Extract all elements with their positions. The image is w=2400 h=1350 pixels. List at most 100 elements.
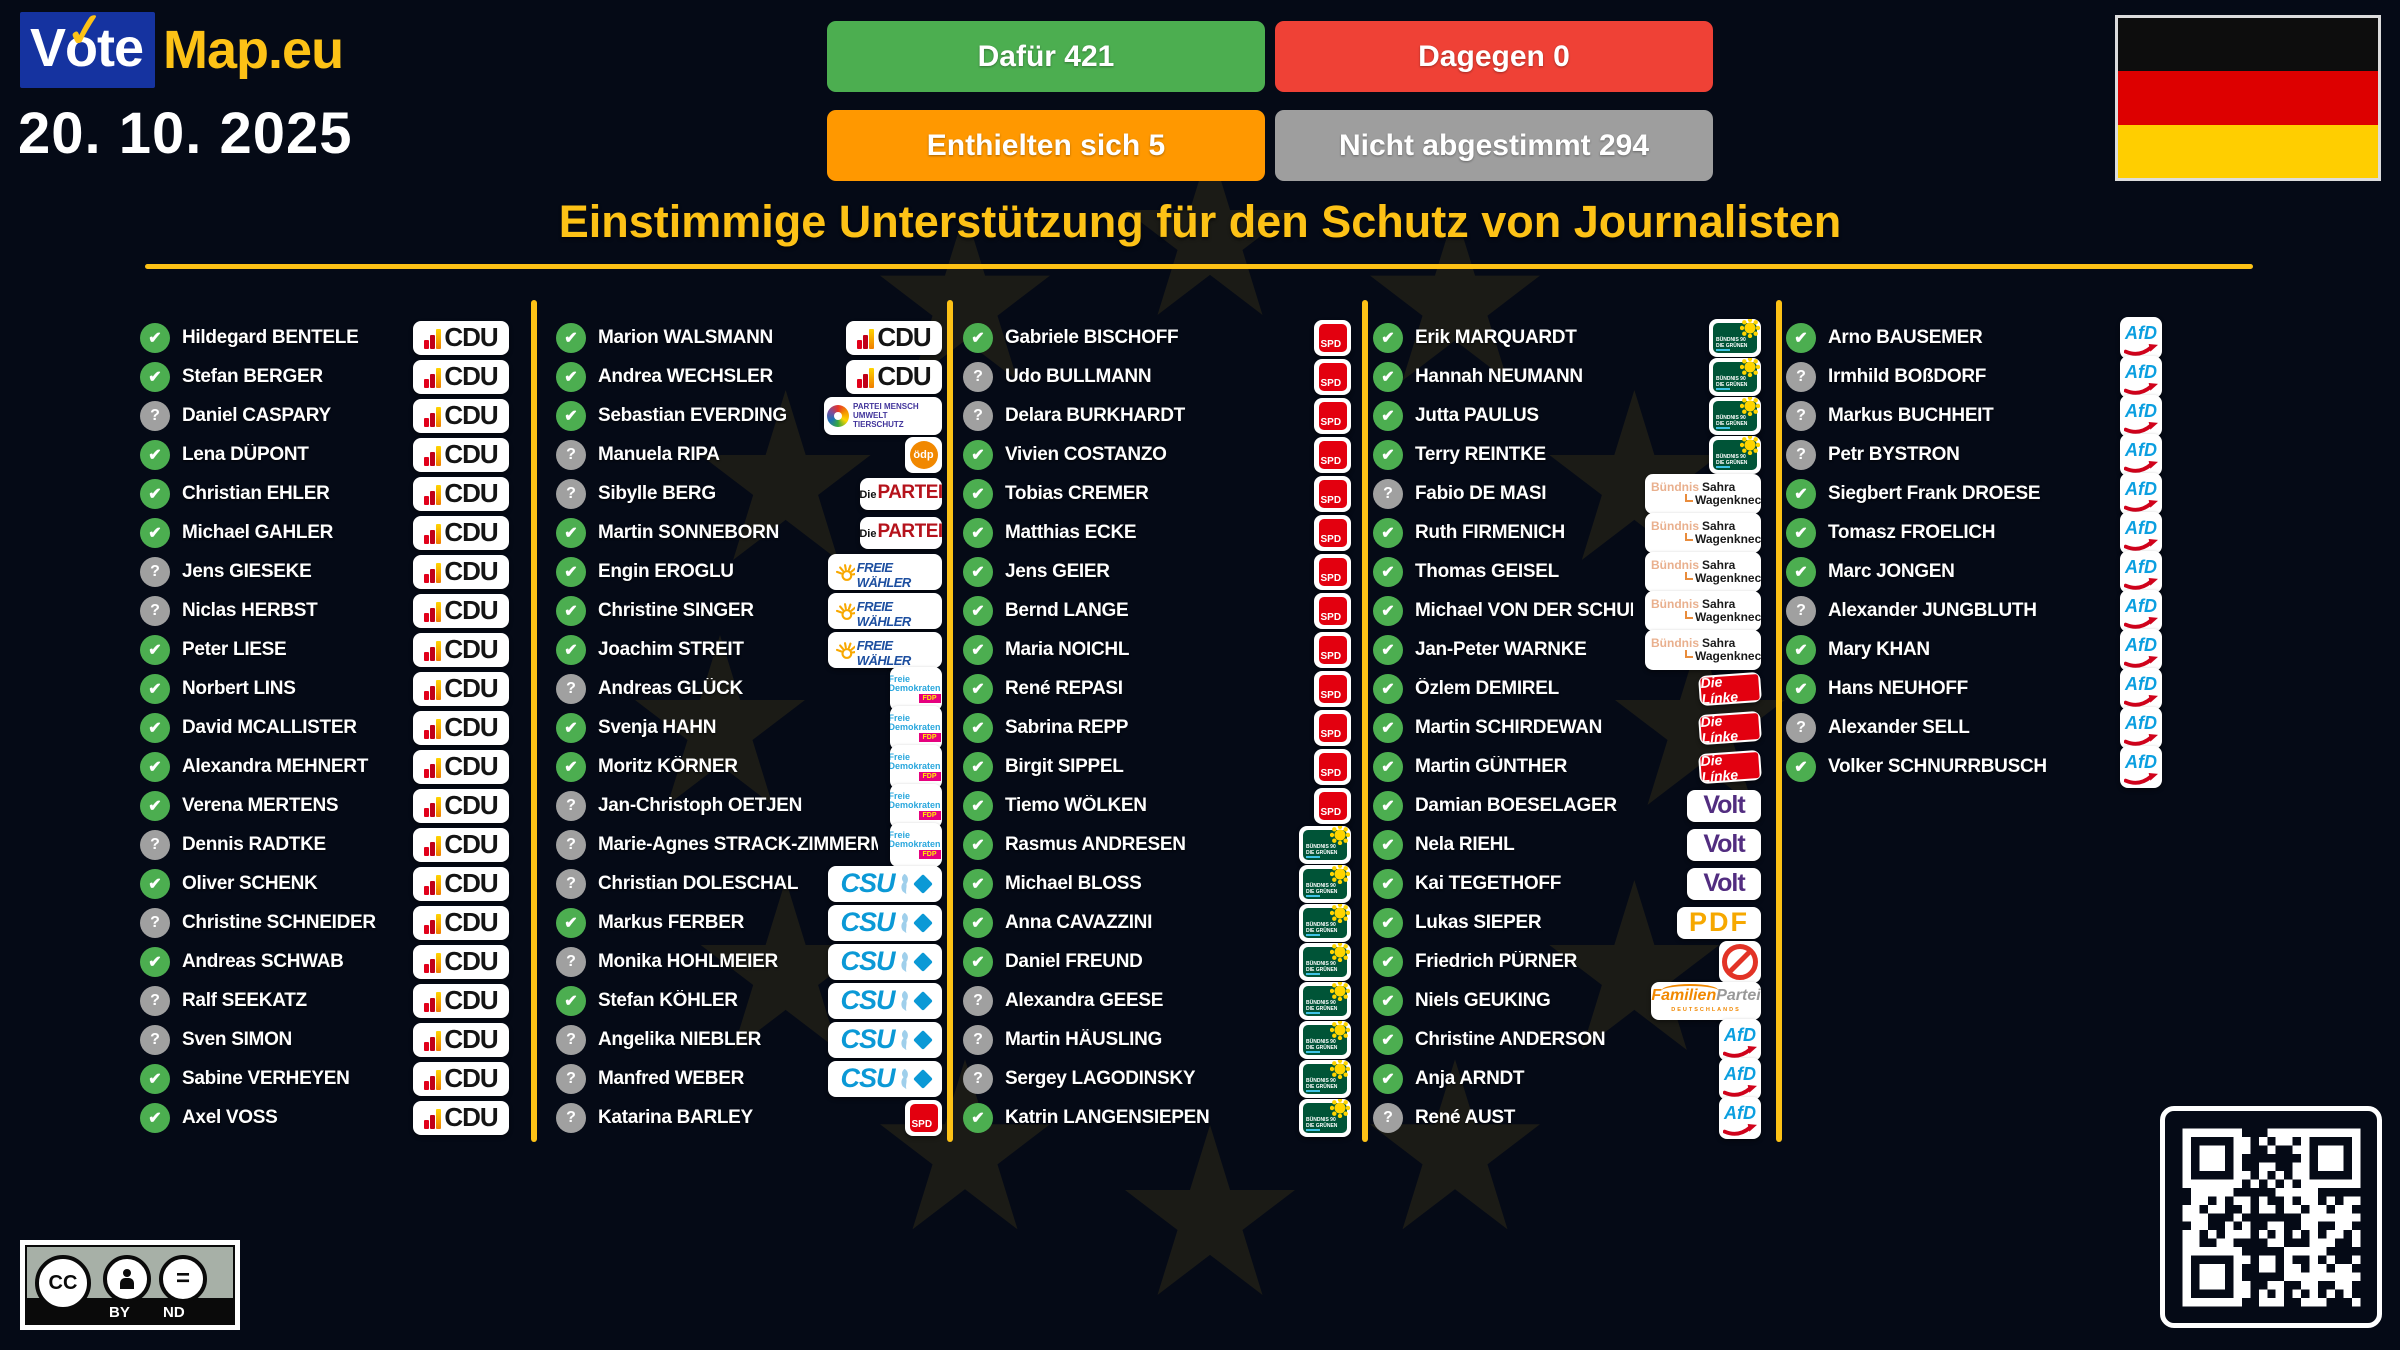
mep-row[interactable]: ✔ Mary KHAN AfD <box>1786 628 2162 671</box>
mep-row[interactable]: ✔ Stefan BERGER CDU <box>140 357 509 396</box>
mep-row[interactable]: ? Delara BURKHARDT SPD <box>963 396 1351 435</box>
mep-row[interactable]: ✔ Anna CAVAZZINI BÜNDNIS 90 DIE GRÜNEN <box>963 903 1351 942</box>
mep-row[interactable]: ✔ Damian BOESELAGER Volt <box>1373 786 1761 825</box>
mep-row[interactable]: ✔ Christine ANDERSON AfD <box>1373 1018 1761 1061</box>
mep-row[interactable]: ✔ Moritz KÖRNER Freie Demokraten FDP <box>556 744 942 789</box>
mep-row[interactable]: ✔ Norbert LINS CDU <box>140 669 509 708</box>
mep-row[interactable]: ✔ Hannah NEUMANN BÜNDNIS 90 DIE GRÜNEN <box>1373 357 1761 396</box>
mep-row[interactable]: ✔ Rasmus ANDRESEN BÜNDNIS 90 DIE GRÜNEN <box>963 825 1351 864</box>
mep-row[interactable]: ✔ Terry REINTKE BÜNDNIS 90 DIE GRÜNEN <box>1373 435 1761 474</box>
mep-row[interactable]: ✔ Ruth FIRMENICH BündnisSahraWagenknecht <box>1373 512 1761 553</box>
votemap-logo[interactable]: Vo ✓ te Map.eu <box>20 2 344 88</box>
mep-row[interactable]: ✔ Erik MARQUARDT BÜNDNIS 90 DIE GRÜNEN <box>1373 318 1761 357</box>
mep-row[interactable]: ? Andreas GLÜCK Freie Demokraten FDP <box>556 666 942 711</box>
mep-row[interactable]: ✔ Özlem DEMIREL Die Línke <box>1373 669 1762 708</box>
mep-row[interactable]: ? Alexander JUNGBLUTH AfD <box>1786 589 2162 632</box>
mep-row[interactable]: ? Jan-Christoph OETJEN Freie Demokraten FDP <box>556 783 942 828</box>
mep-row[interactable]: ? Petr BYSTRON AfD <box>1786 433 2162 476</box>
mep-row[interactable]: ✔ Peter LIESE CDU <box>140 630 509 669</box>
mep-row[interactable]: ✔ Markus FERBER CSU <box>556 903 942 942</box>
mep-row[interactable]: ✔ Sabrina REPP SPD <box>963 708 1351 747</box>
mep-row[interactable]: ✔ Christine SINGER FREIE WÄHLER <box>556 591 942 630</box>
abstained-button[interactable]: Enthielten sich 5 <box>827 110 1265 181</box>
mep-row[interactable]: ✔ Sabine VERHEYEN CDU <box>140 1059 509 1098</box>
mep-row[interactable]: ✔ Engin EROGLU FREIE WÄHLER <box>556 552 942 591</box>
mep-row[interactable]: ✔ Katrin LANGENSIEPEN BÜNDNIS 90 DIE GRÜNE… <box>963 1098 1351 1137</box>
mep-row[interactable]: ✔ Tobias CREMER SPD <box>963 474 1351 513</box>
mep-row[interactable]: ✔ Axel VOSS CDU <box>140 1098 509 1137</box>
mep-row[interactable]: ? Fabio DE MASI BündnisSahraWagenknecht <box>1373 473 1761 514</box>
mep-row[interactable]: ? René AUST AfD <box>1373 1096 1761 1139</box>
not-voted-button[interactable]: Nicht abgestimmt 294 <box>1275 110 1713 181</box>
mep-row[interactable]: ✔ Martin SCHIRDEWAN Die Línke <box>1373 708 1762 747</box>
mep-row[interactable]: ✔ Sebastian EVERDING PARTEI MENSCH UMWELT … <box>556 396 942 435</box>
mep-row[interactable]: ✔ Friedrich PÜRNER <box>1373 940 1761 983</box>
mep-row[interactable]: ? Marie-Agnes STRACK-ZIMMERMANN FreieDemok… <box>556 822 942 867</box>
mep-row[interactable]: ✔ Marc JONGEN AfD <box>1786 550 2162 593</box>
mep-row[interactable]: ? Sven SIMON CDU <box>140 1020 509 1059</box>
mep-row[interactable]: ✔ Matthias ECKE SPD <box>963 513 1351 552</box>
germany-flag[interactable] <box>2115 15 2381 181</box>
mep-row[interactable]: ? Katarina BARLEY SPD <box>556 1098 942 1137</box>
mep-row[interactable]: ✔ Anja ARNDT AfD <box>1373 1057 1761 1100</box>
mep-row[interactable]: ✔ Verena MERTENS CDU <box>140 786 509 825</box>
mep-row[interactable]: ✔ Joachim STREIT FREIE WÄHLER <box>556 630 942 669</box>
mep-row[interactable]: ? Ralf SEEKATZ CDU <box>140 981 509 1020</box>
mep-row[interactable]: ✔ Jutta PAULUS BÜNDNIS 90 DIE GRÜNEN <box>1373 396 1761 435</box>
mep-row[interactable]: ✔ Andrea WECHSLER CDU <box>556 357 942 396</box>
mep-row[interactable]: ? Martin HÄUSLING BÜNDNIS 90 DIE GRÜNEN <box>963 1020 1351 1059</box>
mep-row[interactable]: ✔ Lukas SIEPER PDF <box>1373 903 1761 942</box>
mep-row[interactable]: ✔ Michael BLOSS BÜNDNIS 90 DIE GRÜNEN <box>963 864 1351 903</box>
mep-row[interactable]: ✔ René REPASI SPD <box>963 669 1351 708</box>
mep-row[interactable]: ✔ Daniel FREUND BÜNDNIS 90 DIE GRÜNEN <box>963 942 1351 981</box>
mep-row[interactable]: ? Markus BUCHHEIT AfD <box>1786 394 2162 437</box>
mep-row[interactable]: ✔ Martin SONNEBORN Die PARTEI <box>556 513 942 552</box>
vote-against-button[interactable]: Dagegen 0 <box>1275 21 1713 92</box>
mep-row[interactable]: ✔ Birgit SIPPEL SPD <box>963 747 1351 786</box>
mep-row[interactable]: ✔ Oliver SCHENK CDU <box>140 864 509 903</box>
mep-row[interactable]: ✔ Jens GEIER SPD <box>963 552 1351 591</box>
mep-row[interactable]: ✔ Svenja HAHN Freie Demokraten FDP <box>556 705 942 750</box>
mep-row[interactable]: ? Christian DOLESCHAL CSU <box>556 864 942 903</box>
mep-row[interactable]: ✔ Andreas SCHWAB CDU <box>140 942 509 981</box>
mep-row[interactable]: ? Udo BULLMANN SPD <box>963 357 1351 396</box>
mep-row[interactable]: ✔ Tomasz FROELICH AfD <box>1786 511 2162 554</box>
mep-row[interactable]: ✔ Lena DÜPONT CDU <box>140 435 509 474</box>
mep-row[interactable]: ✔ Hans NEUHOFF AfD <box>1786 667 2162 710</box>
mep-row[interactable]: ? Christine SCHNEIDER CDU <box>140 903 509 942</box>
mep-row[interactable]: ✔ Alexandra MEHNERT CDU <box>140 747 509 786</box>
mep-row[interactable]: ? Monika HOHLMEIER CSU <box>556 942 942 981</box>
mep-row[interactable]: ? Dennis RADTKE CDU <box>140 825 509 864</box>
mep-row[interactable]: ✔ Hildegard BENTELE CDU <box>140 318 509 357</box>
mep-row[interactable]: ✔ Michael VON DER SCHULENBURG BündnisSahra… <box>1373 590 1761 631</box>
mep-row[interactable]: ? Alexander SELL AfD <box>1786 706 2162 749</box>
mep-row[interactable]: ? Alexandra GEESE BÜNDNIS 90 DIE GRÜNEN <box>963 981 1351 1020</box>
mep-row[interactable]: ✔ Michael GAHLER CDU <box>140 513 509 552</box>
vote-for-button[interactable]: Dafür 421 <box>827 21 1265 92</box>
mep-row[interactable]: ? Manfred WEBER CSU <box>556 1059 942 1098</box>
mep-row[interactable]: ? Jens GIESEKE CDU <box>140 552 509 591</box>
mep-row[interactable]: ✔ Gabriele BISCHOFF SPD <box>963 318 1351 357</box>
mep-row[interactable]: ✔ Stefan KÖHLER CSU <box>556 981 942 1020</box>
mep-row[interactable]: ? Manuela RIPA ödp <box>556 435 942 474</box>
mep-row[interactable]: ? Daniel CASPARY CDU <box>140 396 509 435</box>
mep-row[interactable]: ✔ Jan-Peter WARNKE BündnisSahraWagenknecht <box>1373 629 1761 670</box>
cc-license-badge[interactable]: CC = BY ND <box>20 1240 240 1330</box>
mep-row[interactable]: ✔ David MCALLISTER CDU <box>140 708 509 747</box>
mep-row[interactable]: ✔ Martin GÜNTHER Die Línke <box>1373 747 1762 786</box>
mep-row[interactable]: ? Angelika NIEBLER CSU <box>556 1020 942 1059</box>
mep-row[interactable]: ? Sergey LAGODINSKY BÜNDNIS 90 DIE GRÜNEN <box>963 1059 1351 1098</box>
mep-row[interactable]: ? Sibylle BERG Die PARTEI <box>556 474 942 513</box>
mep-row[interactable]: ✔ Marion WALSMANN CDU <box>556 318 942 357</box>
mep-row[interactable]: ✔ Niels GEUKING FamilienPartei DEUTSCHLANDS <box>1373 981 1761 1020</box>
mep-row[interactable]: ✔ Siegbert Frank DROESE AfD <box>1786 472 2162 515</box>
mep-row[interactable]: ✔ Kai TEGETHOFF Volt <box>1373 864 1761 903</box>
mep-row[interactable]: ✔ Maria NOICHL SPD <box>963 630 1351 669</box>
mep-row[interactable]: ✔ Bernd LANGE SPD <box>963 591 1351 630</box>
mep-row[interactable]: ✔ Volker SCHNURRBUSCH AfD <box>1786 745 2162 788</box>
mep-row[interactable]: ✔ Tiemo WÖLKEN SPD <box>963 786 1351 825</box>
mep-row[interactable]: ✔ Nela RIEHL Volt <box>1373 825 1761 864</box>
mep-row[interactable]: ? Irmhild BOßDORF AfD <box>1786 355 2162 398</box>
mep-row[interactable]: ✔ Vivien COSTANZO SPD <box>963 435 1351 474</box>
mep-row[interactable]: ? Niclas HERBST CDU <box>140 591 509 630</box>
